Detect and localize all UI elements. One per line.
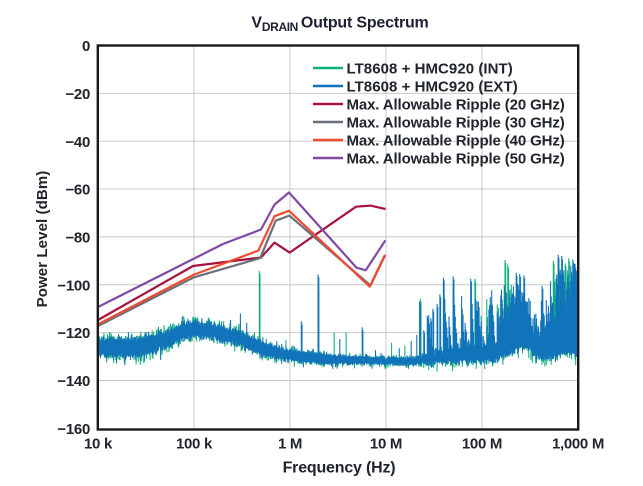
svg-text:Max. Allowable Ripple (20 GHz): Max. Allowable Ripple (20 GHz) xyxy=(347,96,565,113)
svg-text:100 M: 100 M xyxy=(462,436,502,453)
svg-text:0: 0 xyxy=(82,38,90,55)
svg-text:−20: −20 xyxy=(65,86,90,103)
svg-text:Frequency (Hz): Frequency (Hz) xyxy=(283,460,396,477)
svg-text:−120: −120 xyxy=(57,325,90,342)
svg-text:LT8608 + HMC920 (EXT): LT8608 + HMC920 (EXT) xyxy=(347,78,518,95)
svg-text:−100: −100 xyxy=(57,277,90,294)
svg-text:−160: −160 xyxy=(57,421,90,438)
svg-text:Max. Allowable Ripple (40 GHz): Max. Allowable Ripple (40 GHz) xyxy=(347,132,565,149)
svg-text:Power Level (dBm): Power Level (dBm) xyxy=(34,171,51,308)
svg-text:LT8608 + HMC920 (INT): LT8608 + HMC920 (INT) xyxy=(347,60,513,77)
svg-text:1 M: 1 M xyxy=(278,436,302,453)
svg-text:1,000 M: 1,000 M xyxy=(552,436,604,453)
svg-text:−80: −80 xyxy=(65,230,90,247)
svg-text:100 k: 100 k xyxy=(176,436,213,453)
svg-text:10 k: 10 k xyxy=(84,436,113,453)
svg-text:Max. Allowable Ripple (30 GHz): Max. Allowable Ripple (30 GHz) xyxy=(347,114,565,131)
svg-text:10 M: 10 M xyxy=(370,436,402,453)
svg-text:−60: −60 xyxy=(65,182,90,199)
svg-text:Max. Allowable Ripple (50 GHz): Max. Allowable Ripple (50 GHz) xyxy=(347,150,565,167)
svg-text:−140: −140 xyxy=(57,373,90,390)
svg-text:−40: −40 xyxy=(65,134,90,151)
